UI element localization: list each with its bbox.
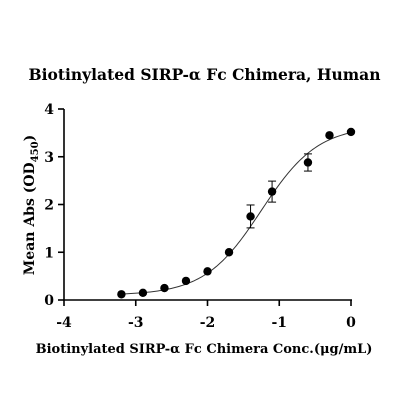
data-point: [203, 267, 212, 276]
y-axis-label-subscript: 450: [30, 141, 41, 162]
svg-text:Mean Abs (OD450): Mean Abs (OD450): [22, 135, 41, 275]
data-point: [138, 288, 148, 298]
x-tick-label: 0: [346, 315, 356, 331]
x-axis-label: Biotinylated SIRP-α Fc Chimera Conc.(μg/…: [36, 342, 373, 357]
x-tick-label: -1: [271, 315, 287, 331]
fit-curve: [121, 132, 352, 295]
y-tick-label: 1: [44, 245, 54, 261]
y-axis-label: Mean Abs (OD450): [22, 135, 41, 275]
data-point: [325, 131, 334, 140]
y-axis-label-close: ): [22, 135, 38, 142]
error-bars: [246, 153, 312, 229]
data-point: [246, 212, 255, 221]
chart-title: Biotinylated SIRP-α Fc Chimera, Human: [29, 65, 381, 84]
y-axis-label-text: Mean Abs (OD: [22, 162, 38, 275]
data-point: [160, 283, 169, 293]
data-point: [267, 187, 277, 196]
data-point: [224, 248, 234, 257]
y-tick-label: 4: [44, 102, 54, 118]
y-tick-label: 3: [44, 150, 54, 166]
x-tick-label: -4: [56, 315, 72, 331]
y-tick-label: 0: [44, 293, 54, 309]
data-point: [303, 158, 313, 167]
y-tick-label: 2: [44, 198, 54, 214]
data-point: [346, 127, 356, 137]
data-point: [117, 290, 126, 299]
x-tick-label: -3: [128, 315, 144, 331]
data-point: [181, 276, 191, 286]
data-points: [117, 127, 356, 299]
x-tick-label: -2: [200, 315, 216, 331]
ticks: 0 1 2 3 4 -4 -3 -2 -1 0: [44, 102, 356, 331]
